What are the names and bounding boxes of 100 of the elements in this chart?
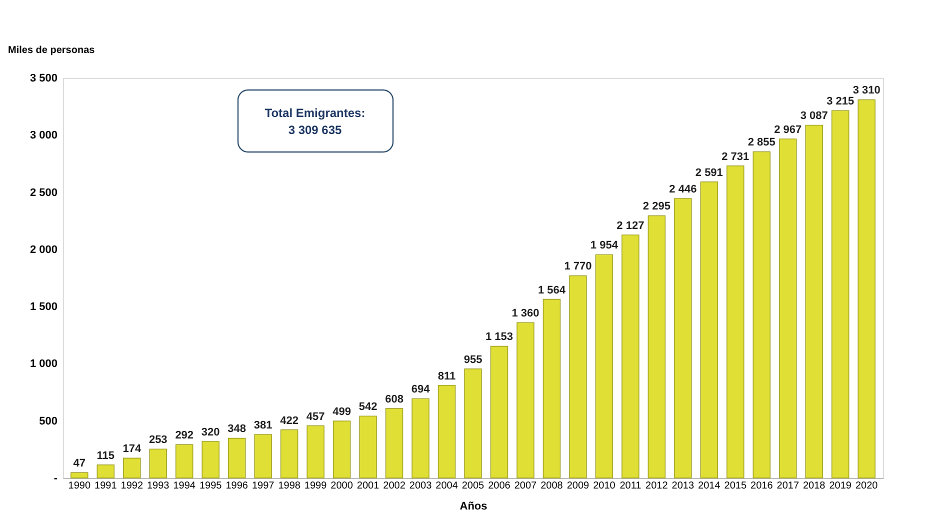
data-label: 1 360 [512,308,540,320]
data-label: 1 564 [538,284,566,296]
data-label: 292 [175,430,194,442]
data-label: 542 [358,401,378,414]
data-label: 811 [438,370,456,382]
x-tick-label: 2019 [829,480,852,492]
x-tick-label: 2020 [855,480,878,492]
bar [700,182,718,478]
bar [569,275,587,478]
bar [438,384,456,478]
x-tick-label: 2001 [356,480,380,492]
data-label: 3 310 [852,84,880,97]
bar [280,429,298,478]
data-label: 2 127 [616,220,644,232]
data-label: 320 [201,426,220,438]
data-label: 1 770 [564,260,592,273]
data-label: 2 446 [669,183,697,196]
bar [228,438,246,478]
annotation: Total Emigrantes: 3 309 635 [264,106,366,137]
x-tick-label: 1992 [120,480,144,492]
bar [674,198,692,478]
bar [96,464,114,478]
x-tick-label: 2013 [672,480,694,492]
x-tick-label: 2017 [776,480,800,492]
x-tick-label: 1998 [278,480,301,492]
y-tick-label: - [54,472,58,484]
bar [779,138,797,478]
x-tick-label: 2004 [436,480,458,492]
data-label: 608 [385,394,404,406]
data-label: 2 967 [774,124,802,136]
x-tick-label: 2016 [750,480,774,492]
y-tick-label: 2 000 [30,244,58,256]
x-tick-label: 2007 [514,480,538,492]
bar [359,416,377,478]
y-tick-label: 1 000 [30,358,58,370]
x-tick-label: 2009 [566,480,590,492]
bar [622,234,640,478]
data-label: 253 [148,434,168,446]
bar [516,322,534,478]
x-tick-label: 2012 [646,480,668,492]
bar [648,215,666,478]
x-tick-label: 2014 [698,480,721,492]
bar [123,458,141,478]
bar [595,254,614,478]
data-label: 2 295 [642,200,670,213]
data-label: 3 215 [826,96,854,108]
data-label: 1 954 [590,240,619,252]
bar [332,420,351,478]
bar [726,166,744,478]
data-label: 422 [280,414,298,427]
data-label: 47 [73,458,86,470]
x-tick-label: 2008 [540,480,564,492]
x-tick-label: 2015 [724,480,747,492]
x-tick-label: 2006 [488,480,511,492]
x-tick-label: 1990 [68,480,91,492]
x-tick-label: 2000 [330,480,354,492]
bar [805,124,823,478]
data-label: 348 [228,423,246,436]
bar [752,151,770,478]
bar [149,448,167,478]
bar [306,425,324,478]
data-label: 955 [464,354,482,366]
x-tick-label: 2002 [383,480,406,492]
x-tick-label: 1999 [304,480,328,492]
x-tick-label: 1996 [226,480,248,492]
x-tick-label: 2003 [409,480,432,492]
data-label: 2 591 [695,166,723,179]
x-tick-label: 1994 [173,480,196,492]
x-tick-label: 2018 [802,480,826,492]
y-axis-title: Miles de personas [8,45,96,56]
data-label: 457 [306,410,325,423]
y-tick-label: 3 500 [30,72,58,84]
data-label: 1 153 [485,331,514,344]
y-tick-label: 2 500 [30,186,58,199]
bar [490,346,508,478]
y-tick-label: 500 [39,415,58,428]
bar [70,472,88,478]
x-tick-label: 2005 [462,480,485,492]
x-tick-label: 1995 [199,480,222,492]
bar [832,110,850,478]
bar [176,444,194,478]
bar [858,99,876,478]
y-tick-label: 1 500 [30,301,58,314]
data-label: 381 [254,419,272,432]
bar [385,408,404,478]
data-label: 2 731 [722,150,750,163]
data-label: 115 [96,450,115,462]
data-label: 694 [411,384,431,396]
x-tick-label: 1993 [146,480,170,492]
x-tick-label: 2010 [593,480,616,492]
x-tick-label: 1997 [252,480,275,492]
data-label: 174 [122,443,142,456]
data-label: 2 855 [748,136,776,149]
x-tick-label: 1991 [94,480,118,492]
bar [202,441,220,478]
bar [464,368,482,478]
x-axis-title: Años [460,500,488,512]
data-label: 3 087 [800,110,828,122]
y-tick-label: 3 000 [30,130,58,142]
bar [412,398,430,478]
